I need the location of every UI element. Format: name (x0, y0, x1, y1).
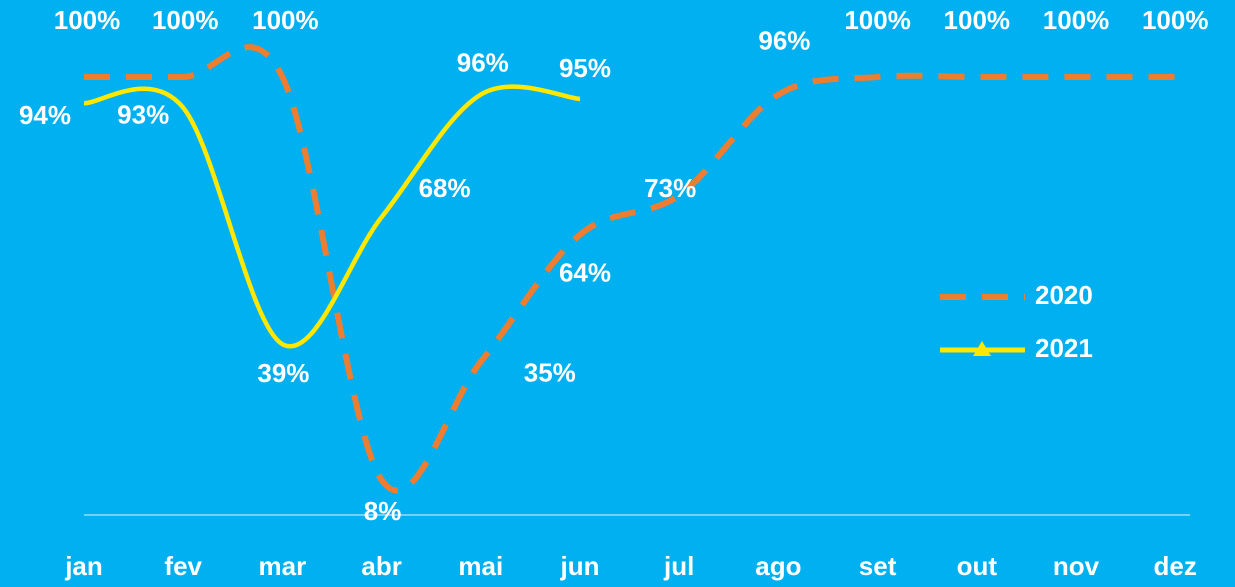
data-label: 73% (644, 173, 696, 203)
x-tick-label: out (957, 551, 998, 581)
series-line (83, 44, 1176, 494)
x-tick-label: jun (560, 551, 600, 581)
legend-label: 2020 (1035, 280, 1093, 310)
series-line (83, 84, 581, 349)
x-tick-label: mar (259, 551, 307, 581)
x-tick-label: nov (1053, 551, 1100, 581)
legend-label: 2021 (1035, 333, 1093, 363)
data-label: 35% (524, 358, 576, 388)
x-tick-label: jul (663, 551, 694, 581)
legend-marker (973, 341, 991, 356)
data-label: 100% (152, 5, 219, 35)
data-label: 39% (257, 358, 309, 388)
data-label: 100% (844, 5, 911, 35)
x-tick-label: set (859, 551, 897, 581)
data-label: 100% (1142, 5, 1209, 35)
data-label: 96% (758, 25, 810, 55)
x-tick-label: fev (164, 551, 202, 581)
data-label: 94% (19, 100, 71, 130)
x-tick-label: jan (64, 551, 103, 581)
data-label: 100% (1043, 5, 1110, 35)
data-label: 100% (54, 5, 121, 35)
data-label: 93% (117, 100, 169, 130)
data-label: 96% (457, 47, 509, 77)
data-label: 100% (252, 5, 319, 35)
data-label: 100% (944, 5, 1011, 35)
data-label: 64% (559, 258, 611, 288)
x-tick-label: dez (1154, 551, 1197, 581)
x-tick-label: ago (755, 551, 801, 581)
x-tick-label: mai (458, 551, 503, 581)
data-label: 95% (559, 53, 611, 83)
x-tick-label: abr (361, 551, 401, 581)
data-label: 68% (419, 173, 471, 203)
data-label: 8% (364, 496, 402, 526)
